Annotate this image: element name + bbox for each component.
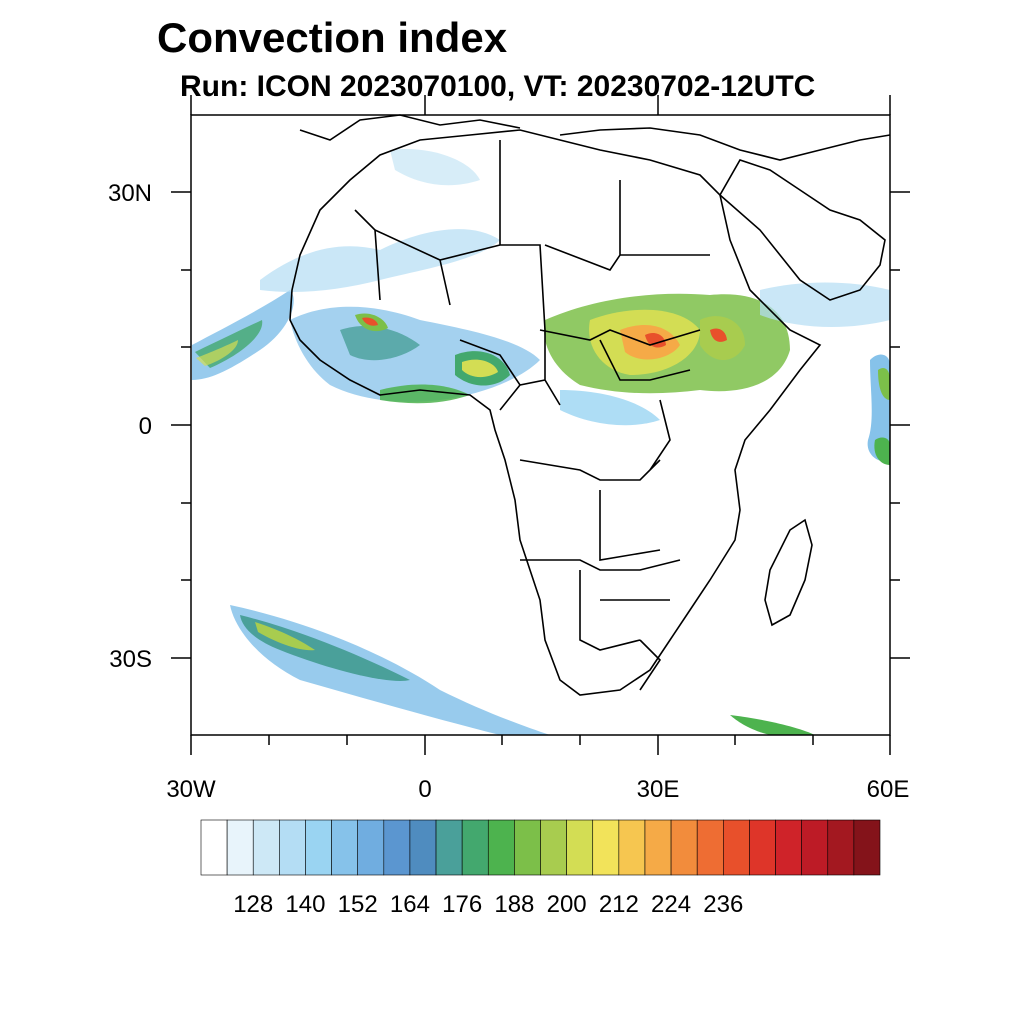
colorbar-swatch bbox=[696, 819, 724, 876]
colorbar-swatch bbox=[749, 819, 776, 876]
colorbar-label: 212 bbox=[599, 891, 639, 918]
axis-ticks bbox=[171, 95, 910, 755]
colorbar-swatch bbox=[226, 819, 254, 876]
colorbar-swatch bbox=[853, 819, 881, 876]
colorbar-swatch bbox=[409, 819, 437, 876]
colorbar-swatch bbox=[670, 819, 698, 876]
madagascar-coastline bbox=[764, 518, 813, 627]
colorbar-label: 236 bbox=[703, 891, 743, 918]
lon-label: 60E bbox=[867, 776, 910, 803]
colorbar-label: 200 bbox=[547, 891, 587, 918]
chart-subtitle: Run: ICON 2023070100, VT: 20230702-12UTC bbox=[180, 70, 816, 103]
coastlines bbox=[289, 114, 891, 696]
lat-label: 30S bbox=[109, 646, 152, 673]
colorbar-swatch bbox=[618, 819, 646, 876]
colorbar-swatch bbox=[775, 819, 802, 876]
colorbar-swatch bbox=[723, 819, 750, 876]
colorbar-swatch bbox=[357, 819, 385, 876]
colorbar-swatch bbox=[827, 819, 855, 876]
colorbar-swatch bbox=[383, 819, 411, 876]
colorbar-label: 152 bbox=[338, 891, 378, 918]
colorbar-swatch bbox=[435, 819, 463, 876]
colorbar-swatch bbox=[200, 819, 228, 876]
field-sahara bbox=[260, 229, 500, 292]
colorbar-label: 164 bbox=[390, 891, 430, 918]
colorbar-label: 188 bbox=[494, 891, 534, 918]
colorbar-swatch bbox=[592, 819, 620, 876]
lat-label: 30N bbox=[108, 180, 152, 207]
colorbar-swatch bbox=[461, 819, 489, 876]
lon-label: 30W bbox=[166, 776, 216, 803]
lat-label: 0 bbox=[139, 413, 152, 440]
colorbar-swatch bbox=[279, 819, 306, 876]
colorbar-swatch bbox=[305, 819, 332, 876]
convection-field bbox=[192, 149, 890, 735]
lon-label: 0 bbox=[418, 776, 431, 803]
chart-title: Convection index bbox=[157, 14, 508, 61]
field-south-atlantic-front bbox=[230, 605, 550, 735]
lon-label: 30E bbox=[637, 776, 680, 803]
colorbar-swatch bbox=[644, 819, 672, 876]
colorbar-swatch bbox=[514, 819, 541, 876]
field-arabian-sea bbox=[760, 282, 890, 327]
colorbar-swatch bbox=[487, 819, 515, 876]
africa-coastline bbox=[289, 129, 822, 696]
colorbar: 128 140 152 164 176 188 200 212 224 236 bbox=[200, 819, 881, 918]
colorbar-swatch bbox=[801, 819, 829, 876]
colorbar-swatch bbox=[566, 819, 594, 876]
arabia-coastline bbox=[718, 159, 886, 301]
colorbar-swatch bbox=[252, 819, 280, 876]
colorbar-swatch bbox=[331, 819, 358, 876]
colorbar-swatch bbox=[540, 819, 567, 876]
colorbar-label: 176 bbox=[442, 891, 482, 918]
colorbar-label: 140 bbox=[285, 891, 325, 918]
colorbar-label: 128 bbox=[233, 891, 273, 918]
colorbar-label: 224 bbox=[651, 891, 691, 918]
